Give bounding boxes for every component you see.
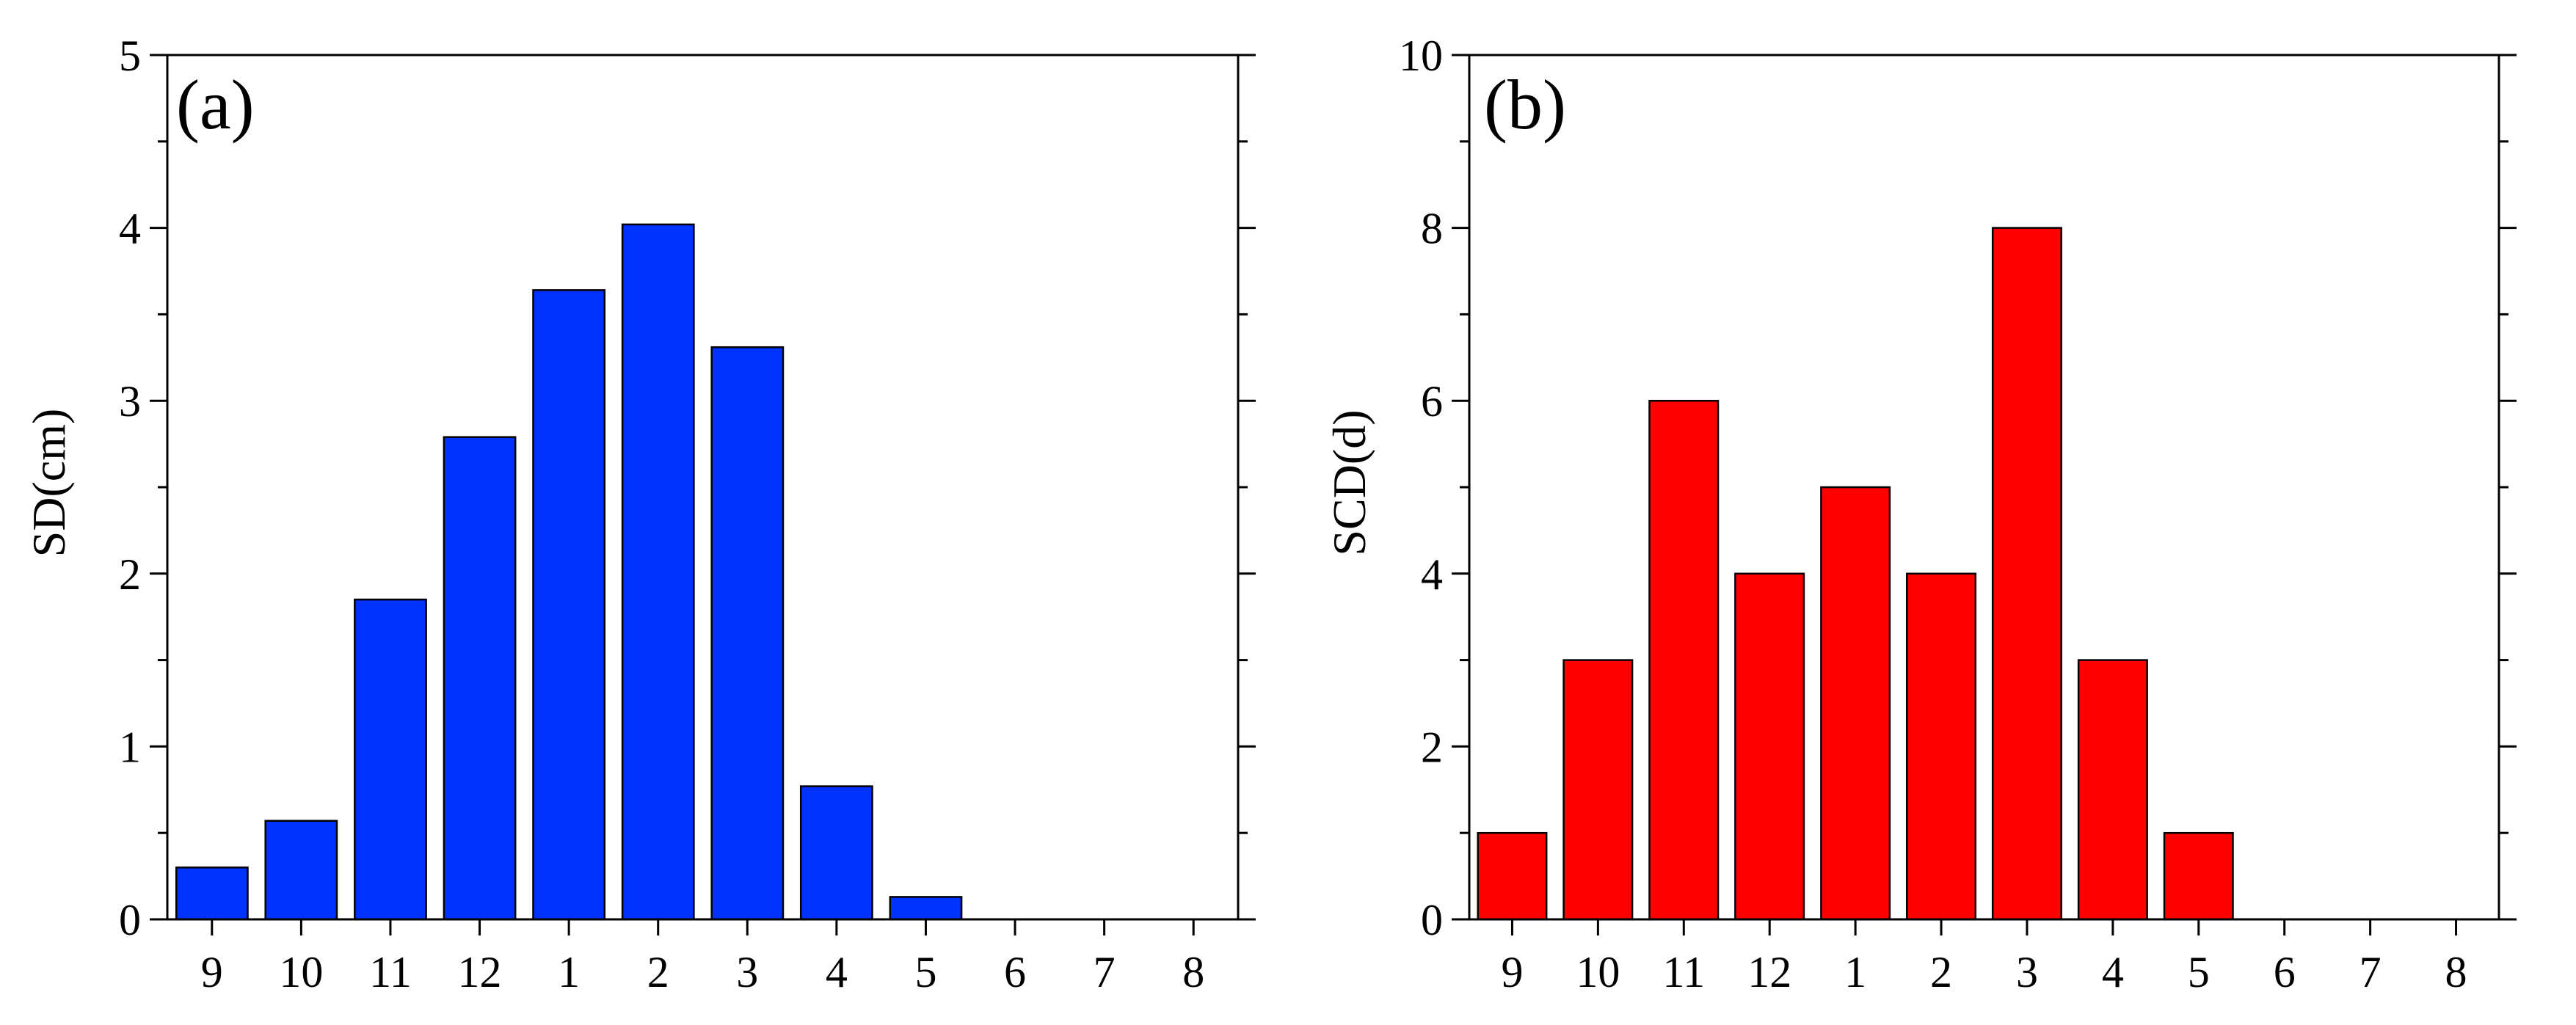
x-tick-label: 8 (2445, 948, 2467, 996)
y-tick-label: 5 (119, 32, 141, 80)
x-tick-label: 1 (1844, 948, 1866, 996)
bar-2 (621, 223, 695, 921)
x-tick-label: 2 (1930, 948, 1952, 996)
bar-3 (1991, 227, 2062, 921)
x-tick-label: 2 (647, 948, 669, 996)
x-tick-label: 9 (1501, 948, 1523, 996)
x-tick-label: 12 (1747, 948, 1791, 996)
bar-9 (175, 867, 249, 921)
bar-11 (354, 598, 427, 921)
bar-9 (1477, 831, 1548, 921)
x-tick-label: 3 (736, 948, 758, 996)
x-tick-label: 5 (914, 948, 936, 996)
y-tick-label: 10 (1399, 32, 1443, 80)
x-tick-label: 4 (2102, 948, 2124, 996)
bar-12 (443, 436, 517, 921)
y-tick-label: 4 (1421, 550, 1443, 599)
panel-label: (a) (176, 65, 255, 144)
x-tick-label: 11 (1662, 948, 1705, 996)
x-tick-label: 6 (2274, 948, 2296, 996)
x-tick-label: 6 (1004, 948, 1026, 996)
y-axis-label: SCD(d) (1323, 409, 1375, 555)
panel-label: (b) (1484, 65, 1566, 144)
bar-4 (799, 785, 873, 921)
y-tick-label: 0 (1421, 896, 1443, 944)
y-tick-label: 3 (119, 377, 141, 426)
bar-1 (532, 289, 606, 921)
x-tick-label: 5 (2188, 948, 2210, 996)
x-tick-label: 11 (369, 948, 412, 996)
plot-frame (166, 54, 1240, 921)
y-tick-label: 4 (119, 205, 141, 253)
bar-5 (889, 896, 963, 921)
x-tick-label: 12 (458, 948, 502, 996)
bar-12 (1734, 572, 1805, 921)
x-tick-label: 3 (2016, 948, 2038, 996)
bar-1 (1820, 486, 1891, 921)
x-tick-label: 7 (1094, 948, 1116, 996)
y-tick-label: 8 (1421, 205, 1443, 253)
bar-10 (264, 820, 338, 921)
x-tick-label: 10 (279, 948, 323, 996)
x-tick-label: 10 (1576, 948, 1620, 996)
x-tick-label: 9 (201, 948, 223, 996)
y-tick-label: 2 (1421, 723, 1443, 771)
bar-5 (2163, 831, 2234, 921)
bar-2 (1906, 572, 1977, 921)
x-tick-label: 8 (1182, 948, 1204, 996)
y-axis-label: SD(cm) (23, 409, 75, 558)
y-tick-label: 0 (119, 896, 141, 944)
bar-4 (2077, 659, 2148, 921)
bar-3 (710, 346, 785, 921)
y-tick-label: 6 (1421, 377, 1443, 426)
x-tick-label: 1 (558, 948, 580, 996)
x-tick-label: 7 (2359, 948, 2382, 996)
y-tick-label: 2 (119, 550, 141, 599)
bar-10 (1562, 659, 1634, 921)
x-tick-label: 4 (826, 948, 848, 996)
bar-11 (1648, 399, 1720, 921)
y-tick-label: 1 (119, 723, 141, 771)
